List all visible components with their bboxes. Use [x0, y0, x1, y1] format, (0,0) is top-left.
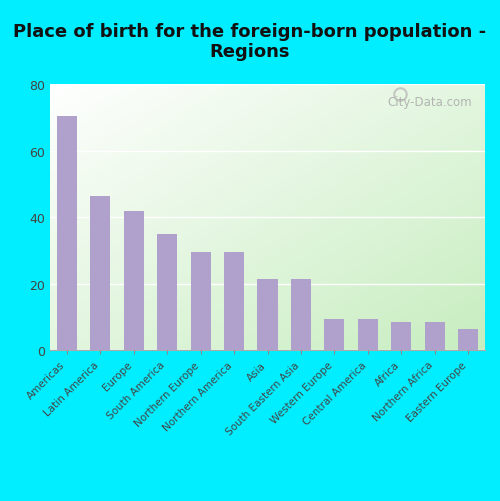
Bar [425, 323, 445, 351]
Bar [458, 329, 478, 351]
Bar [358, 319, 378, 351]
Bar [56, 117, 77, 351]
Text: City-Data.com: City-Data.com [388, 96, 472, 109]
Bar [224, 253, 244, 351]
Bar [258, 280, 278, 351]
Bar [124, 211, 144, 351]
Bar [90, 196, 110, 351]
Bar [190, 253, 210, 351]
Bar [291, 280, 311, 351]
Bar [157, 234, 177, 351]
Bar [392, 323, 411, 351]
Bar [324, 319, 344, 351]
Text: Place of birth for the foreign-born population -
Regions: Place of birth for the foreign-born popu… [14, 23, 486, 61]
